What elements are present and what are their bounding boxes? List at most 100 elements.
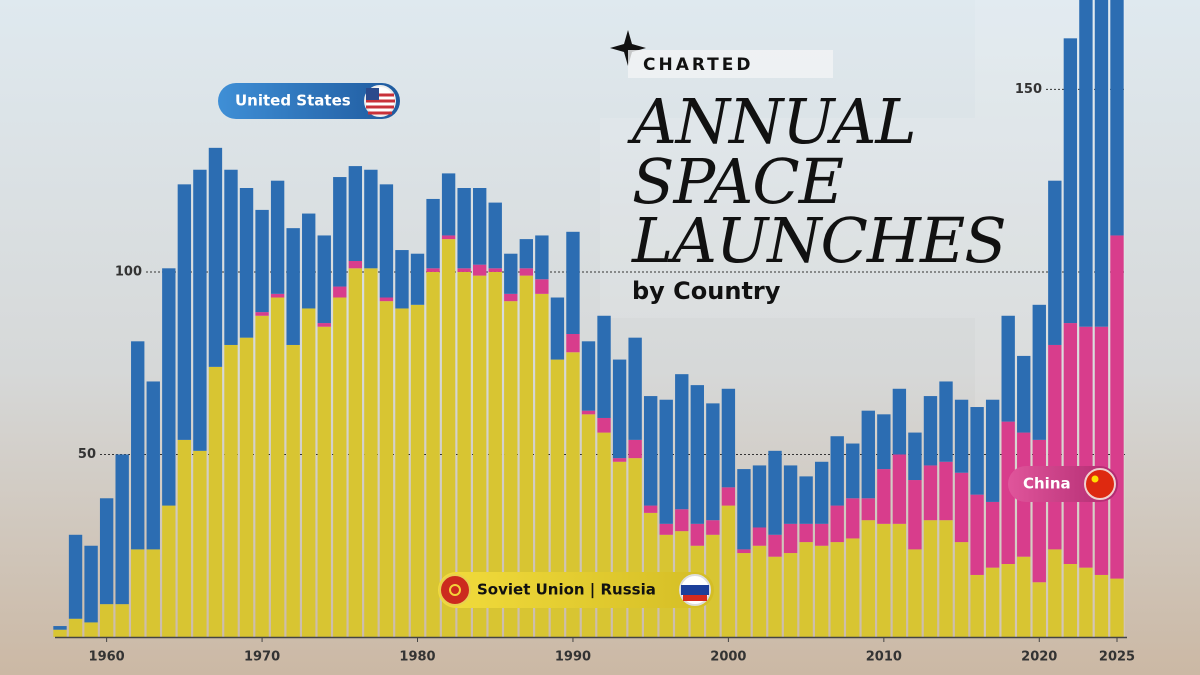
bar-segment bbox=[193, 450, 207, 637]
bar-segment bbox=[923, 465, 938, 521]
bar-segment bbox=[239, 187, 254, 338]
bar-segment bbox=[954, 542, 969, 637]
bar-segment bbox=[721, 487, 736, 506]
bar-segment bbox=[985, 501, 1000, 568]
bar-segment bbox=[333, 177, 347, 287]
bar-segment bbox=[861, 498, 875, 521]
bar-segment bbox=[830, 542, 844, 637]
bar-segment bbox=[846, 498, 860, 539]
bar-segment bbox=[1094, 574, 1109, 637]
bar-segment bbox=[1032, 439, 1046, 583]
bar-segment bbox=[395, 250, 409, 309]
bar-segment bbox=[68, 534, 83, 619]
bar-segment bbox=[441, 235, 456, 240]
y-tick-label: 150 bbox=[1015, 82, 1042, 97]
bar-segment bbox=[830, 436, 844, 506]
bar-segment bbox=[846, 443, 860, 499]
bar-segment bbox=[270, 297, 285, 637]
bar-segment bbox=[643, 505, 658, 513]
bar-segment bbox=[457, 268, 471, 272]
bar-segment bbox=[255, 315, 269, 637]
legend-pill bbox=[218, 83, 400, 119]
bar-segment bbox=[317, 235, 331, 324]
bar-segment bbox=[1032, 582, 1046, 637]
bar-segment bbox=[473, 264, 487, 276]
bar-segment bbox=[1063, 323, 1078, 564]
bar-segment bbox=[441, 239, 456, 637]
bar-segment bbox=[53, 629, 67, 637]
bar-segment bbox=[675, 509, 689, 532]
bar-segment bbox=[286, 344, 300, 637]
flag-band bbox=[681, 585, 709, 595]
x-tick-label: 1990 bbox=[555, 650, 591, 665]
bar-segment bbox=[985, 399, 1000, 502]
bar-segment bbox=[892, 388, 907, 455]
bar-segment bbox=[239, 337, 254, 637]
bar-segment bbox=[270, 180, 285, 294]
bar-segment bbox=[162, 268, 176, 506]
bar-segment bbox=[877, 523, 891, 637]
bar-segment bbox=[721, 388, 736, 488]
bar-segment bbox=[877, 414, 891, 470]
bar-segment bbox=[410, 304, 425, 637]
bar-segment bbox=[1079, 326, 1093, 568]
bar-segment bbox=[177, 184, 192, 440]
bar-segment bbox=[659, 399, 673, 524]
bar-segment bbox=[364, 169, 378, 269]
bar-segment bbox=[535, 235, 549, 280]
bar-segment bbox=[224, 344, 238, 637]
bar-segment bbox=[706, 520, 720, 535]
bar-segment bbox=[348, 261, 363, 269]
bar-segment bbox=[473, 275, 487, 637]
bar-segment bbox=[737, 469, 751, 550]
bar-segment bbox=[1110, 578, 1124, 637]
star-icon bbox=[610, 30, 646, 66]
x-tick-label: 1960 bbox=[89, 650, 125, 665]
legend-pill bbox=[438, 572, 714, 608]
legend-us: United States bbox=[218, 83, 400, 119]
bar-segment bbox=[814, 523, 829, 546]
title-line: SPACE bbox=[632, 145, 844, 218]
flag-emblem bbox=[449, 584, 461, 596]
bar-segment bbox=[208, 366, 223, 637]
bar-segment bbox=[612, 359, 627, 459]
bar-segment bbox=[1063, 38, 1078, 324]
bar-segment bbox=[783, 465, 798, 524]
bar-segment bbox=[255, 209, 269, 313]
bar-segment bbox=[1094, 326, 1109, 575]
flag-ussr bbox=[439, 574, 471, 606]
bar-segment bbox=[162, 505, 176, 637]
bar-segment bbox=[566, 352, 580, 637]
flag-stripes bbox=[366, 93, 395, 115]
bar-segment bbox=[1001, 315, 1015, 422]
x-tick-label: 1970 bbox=[244, 650, 280, 665]
bar-segment bbox=[892, 454, 907, 524]
bar-segment bbox=[908, 480, 922, 550]
bar-segment bbox=[379, 297, 394, 302]
bar-segment bbox=[1063, 563, 1078, 637]
bar-segment bbox=[985, 567, 1000, 637]
bar-segment bbox=[581, 341, 596, 411]
bar-segment bbox=[1017, 355, 1031, 433]
bar-segment bbox=[597, 417, 611, 433]
bar-segment bbox=[768, 534, 782, 557]
bar-segment bbox=[768, 556, 782, 637]
bar-segment bbox=[488, 271, 502, 637]
bar-segment bbox=[302, 308, 316, 637]
bar-segment bbox=[348, 268, 363, 637]
title-line: ANNUAL bbox=[627, 85, 916, 158]
bar-segment bbox=[690, 385, 704, 524]
bar-segment bbox=[1017, 556, 1031, 637]
bar-segment bbox=[923, 520, 938, 637]
flag-star bbox=[1091, 475, 1099, 483]
bar-segment bbox=[317, 326, 331, 637]
bar-segment bbox=[628, 337, 642, 440]
bar-segment bbox=[519, 239, 534, 269]
bar-segment bbox=[364, 268, 378, 637]
bar-segment bbox=[737, 553, 751, 637]
bar-segment bbox=[115, 604, 129, 637]
bar-segment bbox=[1048, 549, 1062, 637]
bar-segment bbox=[846, 538, 860, 637]
x-tick-label: 1980 bbox=[399, 650, 435, 665]
